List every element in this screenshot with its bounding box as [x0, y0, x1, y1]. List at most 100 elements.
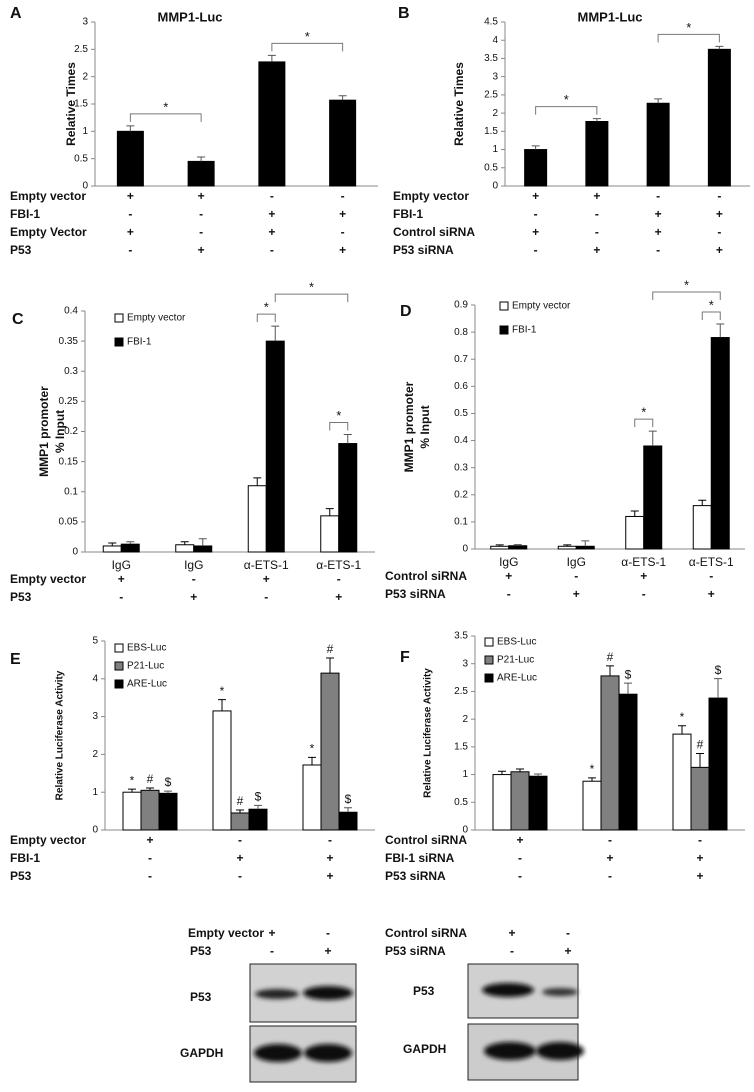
y-tick-label: 0.15 — [59, 456, 79, 467]
y-tick-label: 0.5 — [454, 408, 468, 419]
bar — [248, 808, 268, 831]
condition-sign: - — [534, 243, 538, 257]
y-tick-label: 1 — [82, 126, 88, 137]
error-bar — [714, 678, 722, 699]
bar — [140, 789, 160, 831]
y-tick-label: 1 — [92, 787, 98, 798]
condition-sign: + — [505, 569, 512, 583]
bar — [212, 710, 232, 831]
legend-swatch — [484, 673, 494, 683]
y-tick-label: 2.5 — [74, 44, 88, 55]
error-bar — [180, 541, 189, 545]
significance-marker: # — [237, 794, 244, 808]
error-bar — [563, 544, 572, 547]
bar — [528, 775, 548, 831]
error-bar — [531, 145, 540, 150]
significance-bracket — [657, 33, 720, 43]
significance-bracket — [634, 418, 654, 428]
error-bar — [197, 156, 206, 162]
error-bar — [678, 725, 686, 735]
error-bar — [128, 788, 136, 793]
condition-label: Control siRNA — [393, 225, 475, 239]
condition-label: Empty vector — [10, 572, 86, 586]
significance-marker: $ — [625, 667, 632, 681]
error-bar — [218, 699, 226, 711]
error-bar — [308, 756, 316, 765]
condition-sign: - — [717, 225, 721, 239]
significance-marker: * — [220, 684, 225, 698]
error-bar — [325, 508, 334, 516]
bar — [329, 99, 357, 187]
condition-sign: - — [337, 572, 341, 586]
error-bar — [698, 499, 707, 506]
condition-sign: - — [341, 189, 345, 203]
condition-sign: + — [127, 225, 134, 239]
bar — [320, 672, 340, 831]
significance-label: * — [305, 29, 310, 44]
significance-label: * — [163, 99, 168, 114]
condition-sign: + — [708, 587, 715, 601]
y-tick-label: 0.5 — [454, 797, 468, 808]
legend-label: ARE-Luc — [497, 673, 537, 684]
y-tick-label: 2.5 — [454, 686, 468, 697]
blot-sign: + — [508, 926, 515, 940]
panel-label: E — [10, 651, 21, 668]
condition-sign: + — [593, 243, 600, 257]
legend-swatch — [114, 313, 124, 323]
condition-sign: + — [593, 189, 600, 203]
condition-sign: + — [696, 851, 703, 865]
significance-bracket — [271, 42, 344, 52]
y-tick-label: 0.6 — [454, 381, 468, 392]
condition-sign: - — [341, 225, 345, 239]
legend-swatch — [484, 637, 494, 647]
error-bar — [534, 773, 542, 777]
x-tick-label: IgG — [184, 558, 203, 572]
significance-bracket — [256, 313, 276, 323]
band-label: P53 — [190, 990, 212, 1004]
legend-swatch — [484, 655, 494, 665]
y-tick-label: 0 — [72, 547, 78, 558]
bar — [230, 812, 250, 831]
condition-label: P53 — [10, 243, 32, 257]
bar — [672, 733, 692, 831]
bar — [600, 675, 620, 831]
y-tick-label: 1 — [462, 769, 468, 780]
condition-sign: + — [640, 569, 647, 583]
chart-panel: D MMP1 promoter% Input 0 0.1 0.2 0.3 0.4 0.5 0.6… — [385, 277, 745, 601]
error-bar — [108, 542, 117, 546]
condition-sign: + — [716, 243, 723, 257]
band — [536, 1042, 584, 1060]
significance-bracket — [129, 113, 202, 122]
error-bar — [344, 807, 352, 813]
band — [484, 1042, 536, 1060]
legend-label: FBI-1 — [512, 325, 537, 336]
blot-condition: P53 — [190, 944, 212, 958]
error-bar — [696, 753, 704, 768]
blot-sign: - — [270, 944, 274, 958]
error-bar — [716, 323, 725, 338]
panel-label: B — [398, 5, 410, 22]
condition-sign: - — [507, 587, 511, 601]
condition-sign: - — [656, 243, 660, 257]
error-bar — [592, 118, 601, 122]
chart-panel: A MMP1-Luc Relative Times 0 0.5 1 1.5 2 2.5 3 * * Em… — [10, 5, 378, 257]
condition-sign: - — [128, 207, 132, 221]
condition-label: Empty vector — [10, 189, 86, 203]
error-bar — [326, 657, 334, 674]
significance-marker: * — [130, 773, 135, 787]
bar — [258, 61, 286, 187]
bar — [175, 544, 195, 553]
condition-sign: + — [268, 225, 275, 239]
significance-label: * — [336, 408, 341, 423]
x-tick-label: α-ETS-1 — [316, 558, 361, 572]
bar — [618, 693, 638, 831]
significance-marker: # — [607, 650, 614, 664]
y-tick-label: 3 — [82, 17, 88, 28]
error-bar — [654, 98, 663, 104]
condition-sign: - — [264, 590, 268, 604]
chart-panel: F Relative Luciferase Activity 0 0.5 1 1.5 2 2.… — [385, 631, 745, 883]
bar — [646, 102, 670, 187]
legend-label: ARE-Luc — [127, 679, 167, 690]
condition-sign: + — [263, 572, 270, 586]
